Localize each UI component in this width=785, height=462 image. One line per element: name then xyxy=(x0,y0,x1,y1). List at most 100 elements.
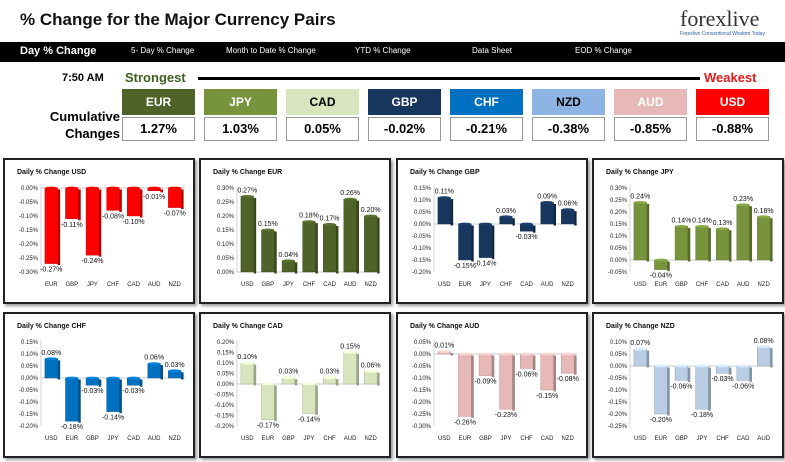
x-tick-label: JPY xyxy=(107,436,118,442)
x-tick-label: JPY xyxy=(480,282,491,288)
data-label: -0.06% xyxy=(670,383,692,390)
chart-title: Daily % Change CHF xyxy=(17,323,87,330)
data-label: 0.04% xyxy=(278,252,298,259)
chart-svg: Daily % Change GBP 0.15% 0.10% 0.05% 0.00% -0… xyxy=(410,169,578,288)
x-tick-label: NZD xyxy=(365,436,378,442)
bar xyxy=(343,199,357,273)
y-tick-label: 0.00% xyxy=(610,258,628,264)
bar-side xyxy=(119,379,122,414)
chart-panel-2: Daily % Change EUR 0.30% 0.25% 0.20% 0.15% 0.… xyxy=(199,158,391,304)
bar-cap xyxy=(561,352,575,356)
data-label: 0.06% xyxy=(558,201,578,208)
bar-cap xyxy=(240,361,254,365)
bar-side xyxy=(667,367,670,416)
bar-side xyxy=(356,354,360,386)
bar xyxy=(168,187,182,208)
bar xyxy=(499,353,513,410)
strength-divider xyxy=(198,77,700,80)
data-label: -0.01% xyxy=(143,194,165,201)
forexlive-logo[interactable]: forexlive Forexlive Conventional Wisdom … xyxy=(680,6,776,38)
bar-side xyxy=(574,211,577,226)
currency-value-cad: 0.05% xyxy=(286,117,359,141)
bar-cap xyxy=(716,364,729,368)
bar-side xyxy=(646,350,650,368)
bar-side xyxy=(553,355,557,392)
currency-header-eur: EUR xyxy=(122,89,195,115)
chart-svg: Daily % Change EUR 0.30% 0.25% 0.20% 0.15% 0.… xyxy=(213,169,381,288)
data-label: -0.03% xyxy=(81,388,103,395)
bar-cap xyxy=(127,376,140,380)
y-tick-label: -0.25% xyxy=(19,256,39,262)
currency-header-usd: USD xyxy=(696,89,769,115)
x-tick-label: GBP xyxy=(262,282,275,288)
tab-data-sheet[interactable]: Data Sheet xyxy=(472,46,513,55)
currency-value-aud: -0.85% xyxy=(614,117,687,141)
currency-header-aud: AUD xyxy=(614,89,687,115)
bar-cap xyxy=(633,201,647,204)
currency-value-nzd: -0.38% xyxy=(532,117,605,141)
bar-cap xyxy=(520,222,533,226)
bar-side xyxy=(512,218,515,226)
data-label: -0.06% xyxy=(515,371,537,378)
chart-panel-5: Daily % Change CHF 0.15% 0.10% 0.05% 0.00% -0… xyxy=(3,312,195,458)
currency-header-jpy: JPY xyxy=(204,89,277,115)
bar-cap xyxy=(695,225,709,228)
x-tick-label: AUD xyxy=(541,282,554,288)
chart-title: Daily % Change EUR xyxy=(213,169,282,176)
bar-side xyxy=(532,225,536,233)
data-label: -0.15% xyxy=(454,263,476,270)
currency-header-chf: CHF xyxy=(450,89,523,115)
bar-side xyxy=(532,355,536,370)
bar-side xyxy=(574,355,577,375)
tab-month-to-date[interactable]: Month to Date % Change xyxy=(226,46,316,55)
chart-panel-6: Daily % Change CAD 0.20% 0.15% 0.10% 0.05% 0.… xyxy=(199,312,391,458)
bar-side xyxy=(770,348,773,368)
y-tick-label: 0.10% xyxy=(217,242,235,248)
bar-side xyxy=(315,223,318,274)
data-label: 0.14% xyxy=(692,217,712,224)
bar-side xyxy=(253,364,257,386)
bar-cap xyxy=(540,201,554,204)
tab-day-change[interactable]: Day % Change xyxy=(20,45,97,57)
bar-side xyxy=(274,231,277,274)
y-tick-label: -0.10% xyxy=(412,376,432,382)
chart-svg: Daily % Change USD 0.00% -0.05% -0.10% -0.15… xyxy=(17,169,186,288)
chart-svg: Daily % Change AUD 0.05% 0.00% -0.05% -0.10%… xyxy=(410,323,579,442)
y-tick-label: 0.20% xyxy=(217,340,235,346)
bar-cap xyxy=(86,186,99,190)
data-label: 0.26% xyxy=(340,190,360,197)
y-tick-label: 0.00% xyxy=(414,222,432,228)
chart-title: Daily % Change CAD xyxy=(213,323,283,330)
tab-eod-change[interactable]: EOD % Change xyxy=(575,46,632,55)
x-tick-label: EUR xyxy=(655,436,668,442)
bar xyxy=(44,358,58,379)
bar-side xyxy=(667,261,670,272)
bar-cap xyxy=(736,203,750,207)
bar-side xyxy=(294,262,298,274)
bar xyxy=(715,228,730,261)
tab-5day-change[interactable]: 5- Day % Change xyxy=(131,46,195,55)
y-tick-label: 0.25% xyxy=(217,200,235,206)
x-tick-label: USD xyxy=(438,282,451,288)
x-tick-label: NZD xyxy=(562,436,575,442)
data-label: 0.15% xyxy=(258,221,278,228)
bar-cap xyxy=(106,376,120,380)
bar-cap xyxy=(479,222,492,226)
bar-cap xyxy=(479,352,492,356)
x-tick-label: EUR xyxy=(262,436,275,442)
y-tick-label: -0.20% xyxy=(608,412,628,418)
x-tick-label: NZD xyxy=(562,282,575,288)
y-tick-label: -0.05% xyxy=(608,270,628,276)
y-tick-label: -0.10% xyxy=(608,388,628,394)
y-tick-label: -0.05% xyxy=(215,393,235,399)
bar-cap xyxy=(343,351,357,354)
bar-cap xyxy=(437,350,451,353)
x-tick-label: JPY xyxy=(283,282,294,288)
y-tick-label: 0.20% xyxy=(217,214,235,220)
tab-ytd-change[interactable]: YTD % Change xyxy=(355,46,411,55)
bar-side xyxy=(78,189,81,221)
data-label: 0.20% xyxy=(361,207,381,214)
y-tick-label: 0.00% xyxy=(21,186,39,192)
bar xyxy=(106,187,120,211)
data-label: 0.08% xyxy=(41,350,61,357)
